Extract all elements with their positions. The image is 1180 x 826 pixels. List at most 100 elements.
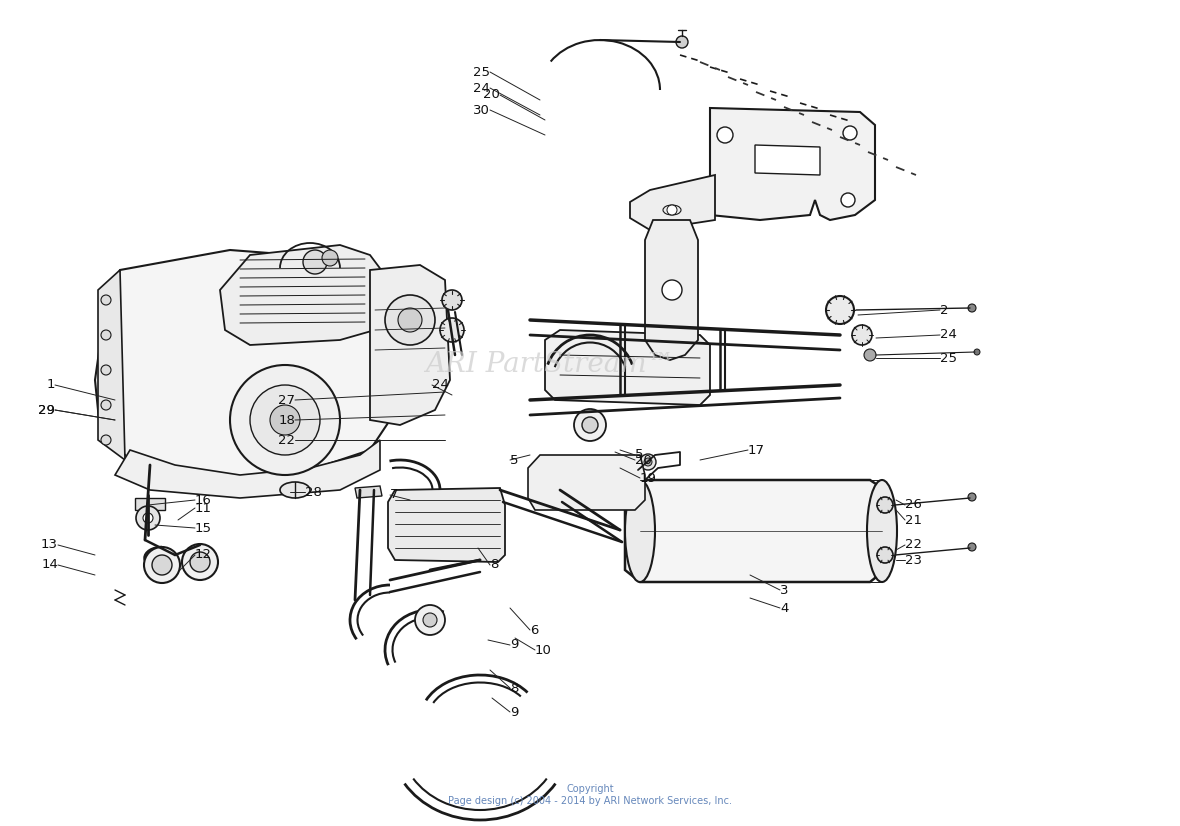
Circle shape: [864, 349, 876, 361]
Circle shape: [143, 513, 153, 523]
Text: 7: 7: [391, 488, 399, 501]
Circle shape: [553, 483, 568, 497]
Circle shape: [182, 544, 218, 580]
Circle shape: [303, 250, 327, 274]
Circle shape: [250, 385, 320, 455]
Polygon shape: [545, 330, 710, 405]
Text: 13: 13: [41, 539, 58, 552]
Polygon shape: [710, 108, 876, 220]
Text: 30: 30: [473, 103, 490, 116]
Text: 20: 20: [635, 453, 651, 467]
Circle shape: [152, 555, 172, 575]
Text: 24: 24: [473, 82, 490, 94]
Polygon shape: [96, 250, 391, 480]
Circle shape: [843, 126, 857, 140]
Text: 8: 8: [510, 681, 518, 695]
Polygon shape: [219, 245, 385, 345]
Circle shape: [101, 400, 111, 410]
Text: 9: 9: [510, 638, 518, 652]
Circle shape: [877, 497, 893, 513]
Circle shape: [717, 127, 733, 143]
Circle shape: [968, 543, 976, 551]
Polygon shape: [755, 145, 820, 175]
Circle shape: [101, 295, 111, 305]
Text: 26: 26: [905, 499, 922, 511]
Circle shape: [662, 280, 682, 300]
Polygon shape: [371, 265, 450, 425]
Text: 12: 12: [195, 548, 212, 562]
Circle shape: [841, 193, 855, 207]
Circle shape: [974, 349, 981, 355]
Text: 5: 5: [635, 449, 643, 462]
Circle shape: [640, 454, 656, 470]
Text: 25: 25: [940, 352, 957, 364]
Ellipse shape: [625, 480, 655, 582]
Ellipse shape: [280, 482, 310, 498]
Circle shape: [144, 547, 181, 583]
Text: 20: 20: [483, 88, 500, 102]
Circle shape: [398, 308, 422, 332]
Circle shape: [546, 476, 573, 504]
Text: 25: 25: [473, 65, 490, 78]
Circle shape: [852, 325, 872, 345]
Circle shape: [442, 290, 463, 310]
Circle shape: [101, 365, 111, 375]
Text: 14: 14: [41, 558, 58, 572]
Polygon shape: [114, 440, 380, 498]
Polygon shape: [630, 175, 715, 230]
Text: 23: 23: [905, 553, 922, 567]
Text: 29: 29: [38, 403, 55, 416]
Circle shape: [422, 613, 437, 627]
Text: 10: 10: [535, 643, 552, 657]
Polygon shape: [645, 220, 699, 360]
Text: 22: 22: [278, 434, 295, 447]
Text: 1: 1: [46, 378, 55, 392]
Polygon shape: [355, 486, 382, 498]
Text: 27: 27: [278, 393, 295, 406]
Polygon shape: [98, 270, 125, 460]
Polygon shape: [388, 488, 505, 562]
Text: 16: 16: [195, 493, 212, 506]
Circle shape: [101, 435, 111, 445]
Text: 6: 6: [530, 624, 538, 637]
Circle shape: [667, 205, 677, 215]
Text: 28: 28: [304, 486, 322, 499]
Circle shape: [826, 296, 854, 324]
Text: 15: 15: [195, 521, 212, 534]
Text: 9: 9: [510, 705, 518, 719]
Circle shape: [968, 304, 976, 312]
Polygon shape: [135, 498, 165, 510]
Circle shape: [322, 250, 337, 266]
Circle shape: [230, 365, 340, 475]
Circle shape: [644, 458, 653, 466]
Circle shape: [270, 405, 300, 435]
Text: Copyright
Page design (c) 2004 - 2014 by ARI Network Services, Inc.: Copyright Page design (c) 2004 - 2014 by…: [448, 784, 732, 806]
Text: 8: 8: [490, 558, 498, 572]
Circle shape: [573, 409, 607, 441]
Text: 24: 24: [940, 329, 957, 341]
Text: 17: 17: [748, 444, 765, 457]
Text: 5: 5: [510, 453, 518, 467]
Circle shape: [385, 295, 435, 345]
Text: 3: 3: [780, 583, 788, 596]
Text: 21: 21: [905, 514, 922, 526]
Circle shape: [101, 330, 111, 340]
Text: 11: 11: [195, 501, 212, 515]
Text: 4: 4: [780, 601, 788, 615]
Ellipse shape: [867, 480, 897, 582]
Text: 29: 29: [38, 403, 55, 416]
Circle shape: [190, 552, 210, 572]
Circle shape: [676, 36, 688, 48]
Circle shape: [415, 605, 445, 635]
Circle shape: [582, 417, 598, 433]
Text: ARI PartStream™: ARI PartStream™: [425, 352, 675, 378]
Polygon shape: [625, 480, 885, 582]
Circle shape: [877, 547, 893, 563]
Circle shape: [440, 318, 464, 342]
Text: 22: 22: [905, 539, 922, 552]
Text: 18: 18: [278, 414, 295, 426]
Circle shape: [968, 493, 976, 501]
Text: 19: 19: [640, 472, 657, 485]
Circle shape: [136, 506, 160, 530]
Text: 24: 24: [432, 378, 448, 392]
